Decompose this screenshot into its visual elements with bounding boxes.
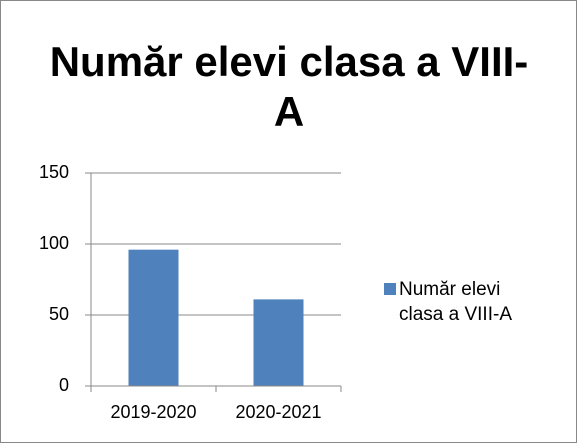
x-tick-label: 2020-2021 xyxy=(235,402,321,422)
y-tick-label: 0 xyxy=(59,375,69,395)
bar xyxy=(253,299,304,386)
y-tick-label: 150 xyxy=(39,162,69,182)
chart-title: Număr elevi clasa a VIII-A xyxy=(49,38,529,135)
legend-swatch xyxy=(384,283,396,295)
legend-label: Număr elevi clasa a VIII-A xyxy=(399,279,512,325)
y-tick-label: 100 xyxy=(39,233,69,253)
bar xyxy=(128,249,179,386)
y-tick-label: 50 xyxy=(49,304,69,324)
x-tick-label: 2019-2020 xyxy=(110,402,196,422)
